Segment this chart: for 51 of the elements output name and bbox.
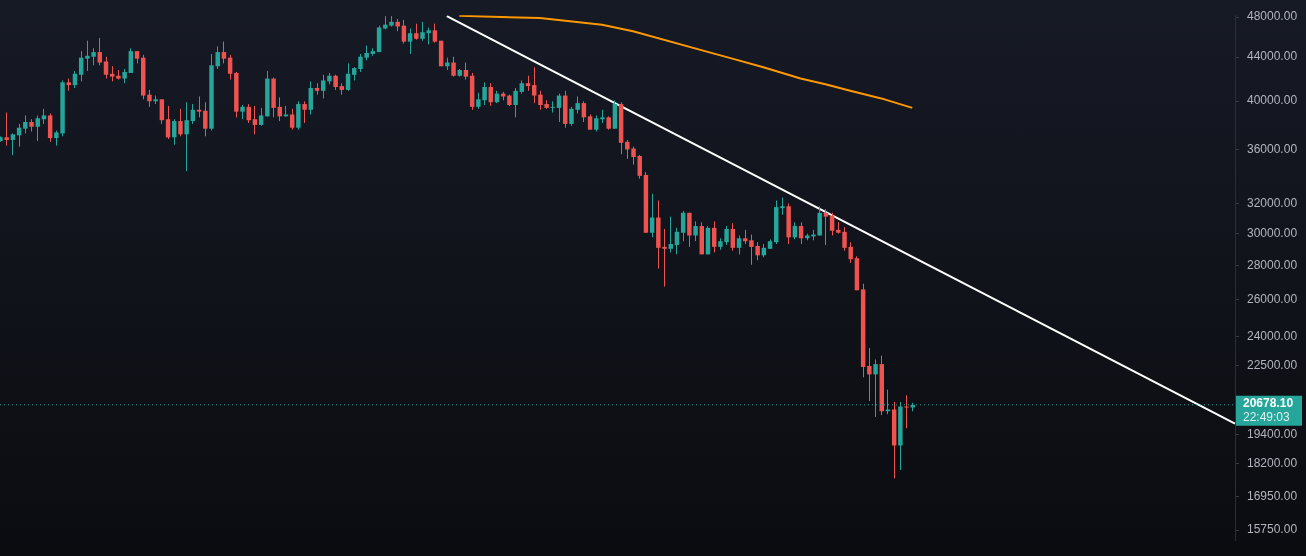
candlestick	[103, 56, 109, 80]
candlestick	[817, 205, 822, 236]
y-tick-label: 26000.00	[1247, 291, 1298, 306]
candlestick	[178, 108, 183, 137]
candlestick	[625, 139, 630, 160]
candlestick	[680, 210, 686, 242]
candlestick	[10, 132, 16, 156]
y-tick-label: 22500.00	[1247, 358, 1298, 373]
y-tick-label: 48000.00	[1247, 9, 1298, 24]
y-tick-label: 44000.00	[1247, 49, 1298, 64]
candlestick	[128, 47, 134, 74]
candlestick	[289, 108, 295, 131]
y-tick-label: 19400.00	[1247, 426, 1298, 441]
candlestick	[35, 114, 40, 142]
ref-line-label: 20678.10	[1243, 396, 1294, 411]
y-tick-label: 16950.00	[1247, 488, 1298, 503]
candlestick	[296, 100, 301, 131]
y-tick-label: 18200.00	[1247, 455, 1298, 470]
candlestick	[302, 100, 307, 124]
candlestick	[693, 220, 698, 242]
candlestick	[736, 235, 742, 255]
candlestick	[451, 56, 456, 78]
y-tick-label: 36000.00	[1247, 141, 1298, 156]
candlestick	[4, 112, 9, 147]
y-tick-label: 28000.00	[1247, 257, 1298, 272]
candlestick	[823, 208, 829, 246]
candlestick	[252, 105, 258, 135]
y-tick-label: 24000.00	[1247, 328, 1298, 343]
candlestick	[308, 80, 314, 115]
y-tick-label: 30000.00	[1247, 225, 1298, 240]
text: 22:49:03	[1243, 410, 1291, 425]
candlestick	[47, 113, 53, 143]
candlestick	[513, 87, 518, 118]
candlestick	[867, 347, 872, 402]
candlestick	[203, 101, 208, 137]
candlestick	[668, 216, 673, 253]
candlestick	[432, 23, 438, 44]
candlestick	[172, 118, 177, 146]
candlestick	[196, 95, 202, 118]
candlestick	[531, 66, 537, 104]
candlestick	[184, 101, 189, 172]
candlestick	[97, 37, 103, 66]
candlestick	[687, 212, 692, 248]
candlestick	[904, 394, 909, 429]
y-tick-label: 32000.00	[1247, 196, 1298, 211]
candlestick	[320, 74, 326, 99]
candlestick	[221, 41, 227, 64]
candlestick	[407, 27, 413, 55]
y-tick-label: 15750.00	[1247, 522, 1298, 537]
y-tick-label: 40000.00	[1247, 93, 1298, 108]
candlestick	[159, 98, 165, 125]
